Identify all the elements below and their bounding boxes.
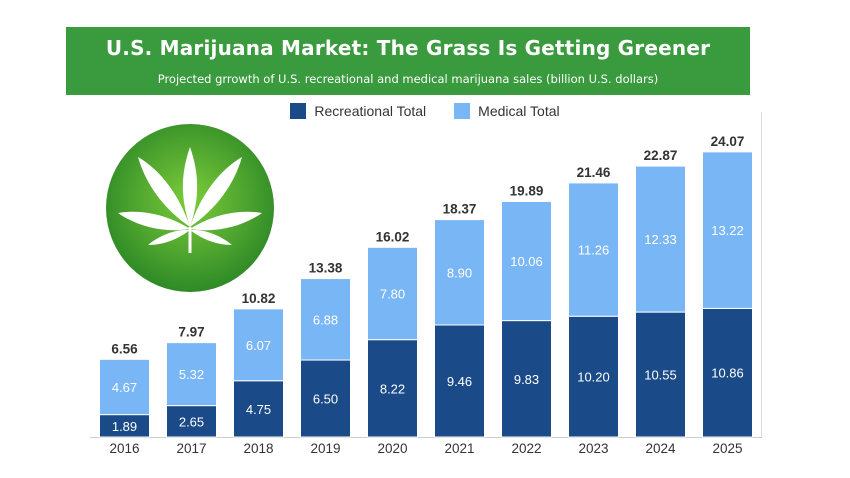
recreational-bar bbox=[635, 311, 686, 438]
medical-bar bbox=[635, 165, 686, 313]
medical-bar bbox=[300, 278, 351, 361]
recreational-value-label: 8.22 bbox=[380, 381, 405, 396]
recreational-value-label: 2.65 bbox=[179, 414, 204, 429]
medical-value-label: 13.22 bbox=[711, 223, 744, 238]
medical-value-label: 8.90 bbox=[447, 265, 472, 280]
recreational-value-label: 10.86 bbox=[711, 366, 744, 381]
x-tick-label: 2025 bbox=[712, 441, 742, 456]
recreational-bar bbox=[300, 359, 351, 438]
total-value-label: 24.07 bbox=[711, 134, 745, 149]
recreational-bar bbox=[233, 380, 284, 438]
total-value-label: 16.02 bbox=[376, 229, 410, 244]
x-tick-label: 2016 bbox=[109, 441, 139, 456]
medical-value-label: 11.26 bbox=[578, 243, 610, 258]
medical-bar bbox=[99, 358, 150, 416]
recreational-value-label: 1.89 bbox=[112, 419, 137, 434]
x-tick-label: 2020 bbox=[377, 441, 407, 456]
x-tick-label: 2018 bbox=[243, 441, 273, 456]
legend-swatch-medical bbox=[454, 103, 471, 119]
x-tick-label: 2024 bbox=[645, 441, 676, 456]
recreational-value-label: 4.75 bbox=[246, 402, 271, 417]
legend-label-medical: Medical Total bbox=[478, 103, 560, 119]
recreational-value-label: 6.50 bbox=[313, 392, 338, 407]
bars-group: 1.89 4.67 6.56 2016 2.65 5.32 7.97 2017 4.75 6.07… bbox=[99, 134, 753, 456]
x-tick-label: 2023 bbox=[578, 441, 608, 456]
recreational-bar bbox=[434, 324, 485, 438]
medical-bar bbox=[367, 246, 418, 341]
medical-value-label: 10.06 bbox=[510, 254, 543, 269]
x-tick-label: 2021 bbox=[444, 441, 474, 456]
recreational-value-label: 9.46 bbox=[447, 374, 472, 389]
total-value-label: 10.82 bbox=[242, 291, 276, 306]
recreational-bar bbox=[367, 339, 418, 438]
medical-value-label: 6.07 bbox=[246, 338, 271, 353]
total-value-label: 6.56 bbox=[111, 341, 138, 356]
x-tick-label: 2022 bbox=[511, 441, 541, 456]
total-value-label: 7.97 bbox=[178, 325, 204, 340]
medical-value-label: 4.67 bbox=[112, 380, 137, 395]
cannabis-leaf-icon bbox=[106, 124, 274, 292]
medical-bar bbox=[166, 342, 217, 407]
chart-header: U.S. Marijuana Market: The Grass Is Gett… bbox=[66, 27, 750, 95]
total-value-label: 18.37 bbox=[443, 202, 477, 217]
x-tick-label: 2017 bbox=[176, 441, 206, 456]
total-value-label: 13.38 bbox=[309, 261, 343, 276]
x-tick-label: 2019 bbox=[310, 441, 340, 456]
chart-legend: Recreational Total Medical Total bbox=[0, 103, 850, 119]
total-value-label: 22.87 bbox=[644, 148, 678, 163]
medical-bar bbox=[702, 151, 753, 309]
legend-item-recreational: Recreational Total bbox=[290, 103, 426, 119]
recreational-bar bbox=[166, 405, 217, 438]
legend-swatch-recreational bbox=[290, 103, 307, 119]
chart-subtitle: Projected grrowth of U.S. recreational a… bbox=[157, 72, 659, 86]
medical-value-label: 5.32 bbox=[179, 367, 204, 382]
recreational-value-label: 10.55 bbox=[644, 368, 677, 383]
medical-bar bbox=[501, 200, 552, 322]
legend-item-medical: Medical Total bbox=[454, 103, 560, 119]
recreational-value-label: 10.20 bbox=[577, 370, 610, 385]
recreational-bar bbox=[568, 315, 619, 438]
recreational-bar bbox=[501, 320, 552, 438]
chart-title: U.S. Marijuana Market: The Grass Is Gett… bbox=[105, 36, 711, 60]
medical-bar bbox=[434, 219, 485, 326]
total-value-label: 19.89 bbox=[510, 183, 544, 198]
medical-value-label: 6.88 bbox=[313, 312, 338, 327]
medical-value-label: 12.33 bbox=[644, 232, 677, 247]
medical-value-label: 7.80 bbox=[380, 286, 405, 301]
medical-bar bbox=[233, 308, 284, 382]
recreational-value-label: 9.83 bbox=[514, 372, 539, 387]
medical-bar bbox=[568, 182, 619, 317]
legend-label-recreational: Recreational Total bbox=[314, 103, 427, 119]
total-value-label: 21.46 bbox=[577, 165, 611, 180]
